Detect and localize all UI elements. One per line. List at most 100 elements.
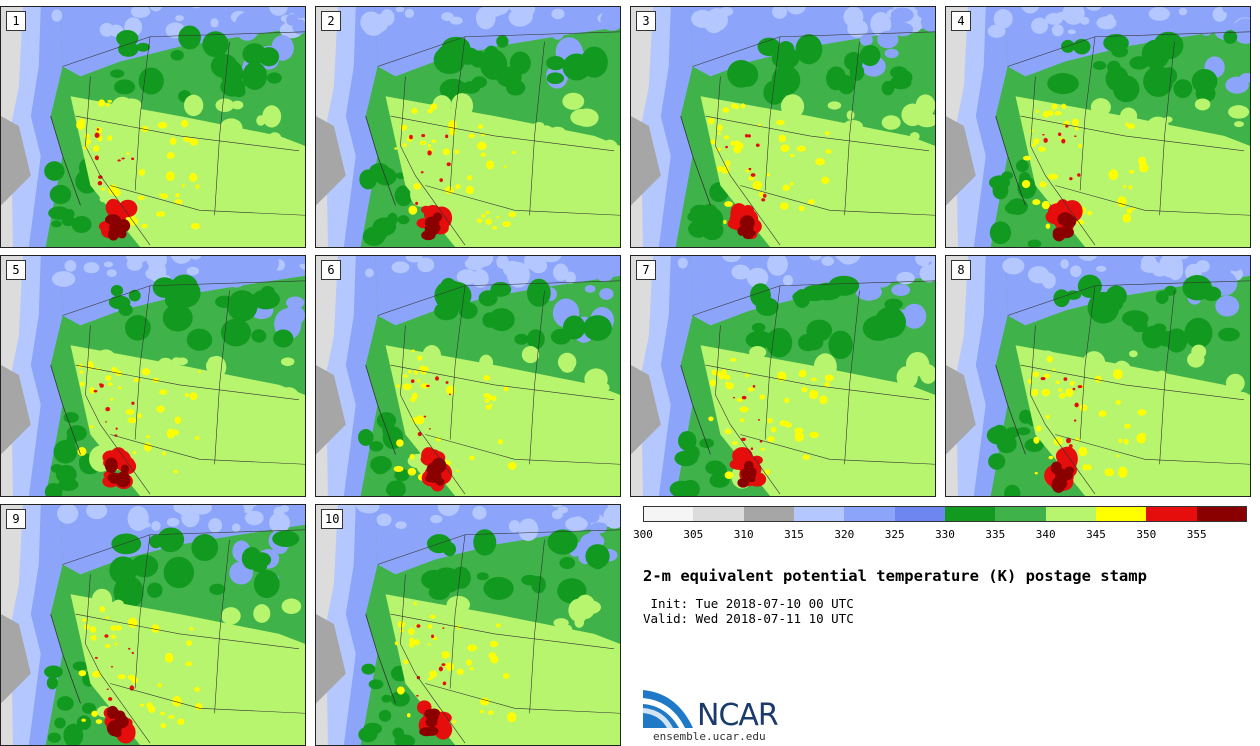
yellow-patch: [1032, 371, 1040, 378]
yellow-patch: [160, 711, 165, 716]
dark-green-zone: [1153, 31, 1184, 60]
light-green-region: [137, 166, 156, 185]
border-line: [134, 36, 151, 191]
dark-green-zone: [56, 696, 74, 711]
yellow-patch: [141, 368, 151, 376]
dark-green-zone: [1016, 427, 1031, 436]
yellow-patch: [159, 193, 164, 197]
border-line: [844, 41, 860, 216]
northern-band: [929, 256, 935, 264]
yellow-patch: [395, 384, 401, 388]
map-panel-7: 7: [630, 255, 936, 497]
dark-green-zone: [1173, 79, 1193, 99]
dark-red-hotspot: [744, 225, 754, 235]
yellow-patch: [91, 710, 98, 717]
red-hotspot: [446, 162, 451, 167]
dark-green-zone: [849, 63, 865, 81]
light-green-region: [1161, 128, 1177, 140]
dark-green-zone: [1047, 73, 1079, 95]
red-hotspot: [438, 666, 443, 672]
yellow-patch: [408, 627, 415, 636]
red-hotspot: [94, 656, 98, 659]
yellow-patch: [427, 108, 434, 114]
light-green-region: [521, 427, 533, 441]
dark-green-zone: [44, 161, 65, 181]
dark-green-zone: [1164, 285, 1177, 296]
light-green-region: [574, 108, 599, 127]
light-green-region: [1234, 121, 1244, 128]
yellow-patch: [441, 651, 450, 659]
red-hotspot: [105, 421, 108, 423]
red-hotspot: [442, 627, 445, 629]
light-green-region: [1229, 194, 1239, 203]
light-green-region: [1154, 452, 1178, 479]
red-hotspot: [421, 133, 426, 138]
light-green-region: [909, 131, 920, 141]
yellow-patch: [723, 220, 727, 224]
light-green-region: [112, 599, 124, 610]
northern-band: [782, 275, 794, 286]
light-green-region: [734, 352, 750, 367]
light-green-region: [281, 598, 302, 614]
yellow-patch: [189, 627, 194, 631]
yellow-patch: [724, 428, 732, 435]
dark-green-zone: [433, 45, 466, 75]
dark-green-zone: [109, 556, 138, 585]
light-green-region: [1136, 381, 1148, 390]
east-cool-patch: [599, 288, 614, 300]
red-hotspot: [1040, 376, 1046, 381]
coastline: [995, 364, 1026, 455]
border-line: [75, 364, 300, 401]
theta-e-field: [316, 256, 620, 496]
dark-green-zone: [705, 460, 725, 475]
yellow-patch: [466, 659, 472, 666]
light-green-region: [759, 143, 783, 160]
light-green-region: [95, 349, 116, 367]
red-hotspot: [1077, 173, 1081, 177]
east-cool-patch: [890, 7, 914, 23]
yellow-patch: [189, 172, 198, 182]
yellow-patch: [1115, 400, 1121, 405]
dark-green-zone: [397, 215, 410, 225]
light-green-region: [1120, 107, 1138, 125]
light-green-region: [731, 163, 745, 175]
dark-green-zone: [1004, 484, 1021, 496]
theta-e-field: [1, 7, 305, 247]
yellow-patch: [446, 385, 455, 395]
yellow-patch: [77, 447, 87, 456]
northern-band: [518, 518, 539, 541]
red-hotspot: [1073, 419, 1077, 422]
yellow-patch: [1117, 466, 1128, 478]
red-hotspot: [421, 205, 432, 214]
map-panel-6: 6: [315, 255, 621, 497]
theta-e-field: [1, 256, 305, 496]
east-cool-patch: [884, 48, 899, 59]
yellow-patch: [412, 417, 421, 424]
dark-green-zone: [798, 333, 818, 352]
light-green-region: [1168, 217, 1178, 227]
yellow-patch: [730, 140, 736, 146]
yellow-patch: [455, 469, 460, 472]
dark-green-zone: [251, 289, 280, 310]
east-cool-patch: [855, 283, 882, 301]
dark-green-zone: [358, 428, 374, 446]
yellow-patch: [467, 644, 478, 652]
yellow-patch: [485, 210, 490, 215]
yellow-patch: [1021, 179, 1031, 189]
ensemble-url: ensemble.ucar.edu: [653, 730, 766, 743]
northern-band: [1096, 16, 1117, 30]
yellow-patch: [174, 198, 183, 205]
east-cool-patch: [1230, 262, 1241, 272]
yellow-patch: [166, 152, 175, 159]
light-green-region: [864, 400, 874, 410]
border-line: [134, 534, 151, 689]
colorbar-tick-label: 330: [935, 528, 955, 541]
yellow-patch: [393, 465, 404, 472]
yellow-patch: [183, 136, 192, 143]
east-cool-patch: [229, 505, 245, 521]
yellow-patch: [138, 168, 146, 176]
yellow-patch: [717, 132, 722, 135]
yellow-patch: [195, 184, 200, 189]
light-green-region: [562, 92, 585, 110]
yellow-patch: [141, 126, 149, 132]
